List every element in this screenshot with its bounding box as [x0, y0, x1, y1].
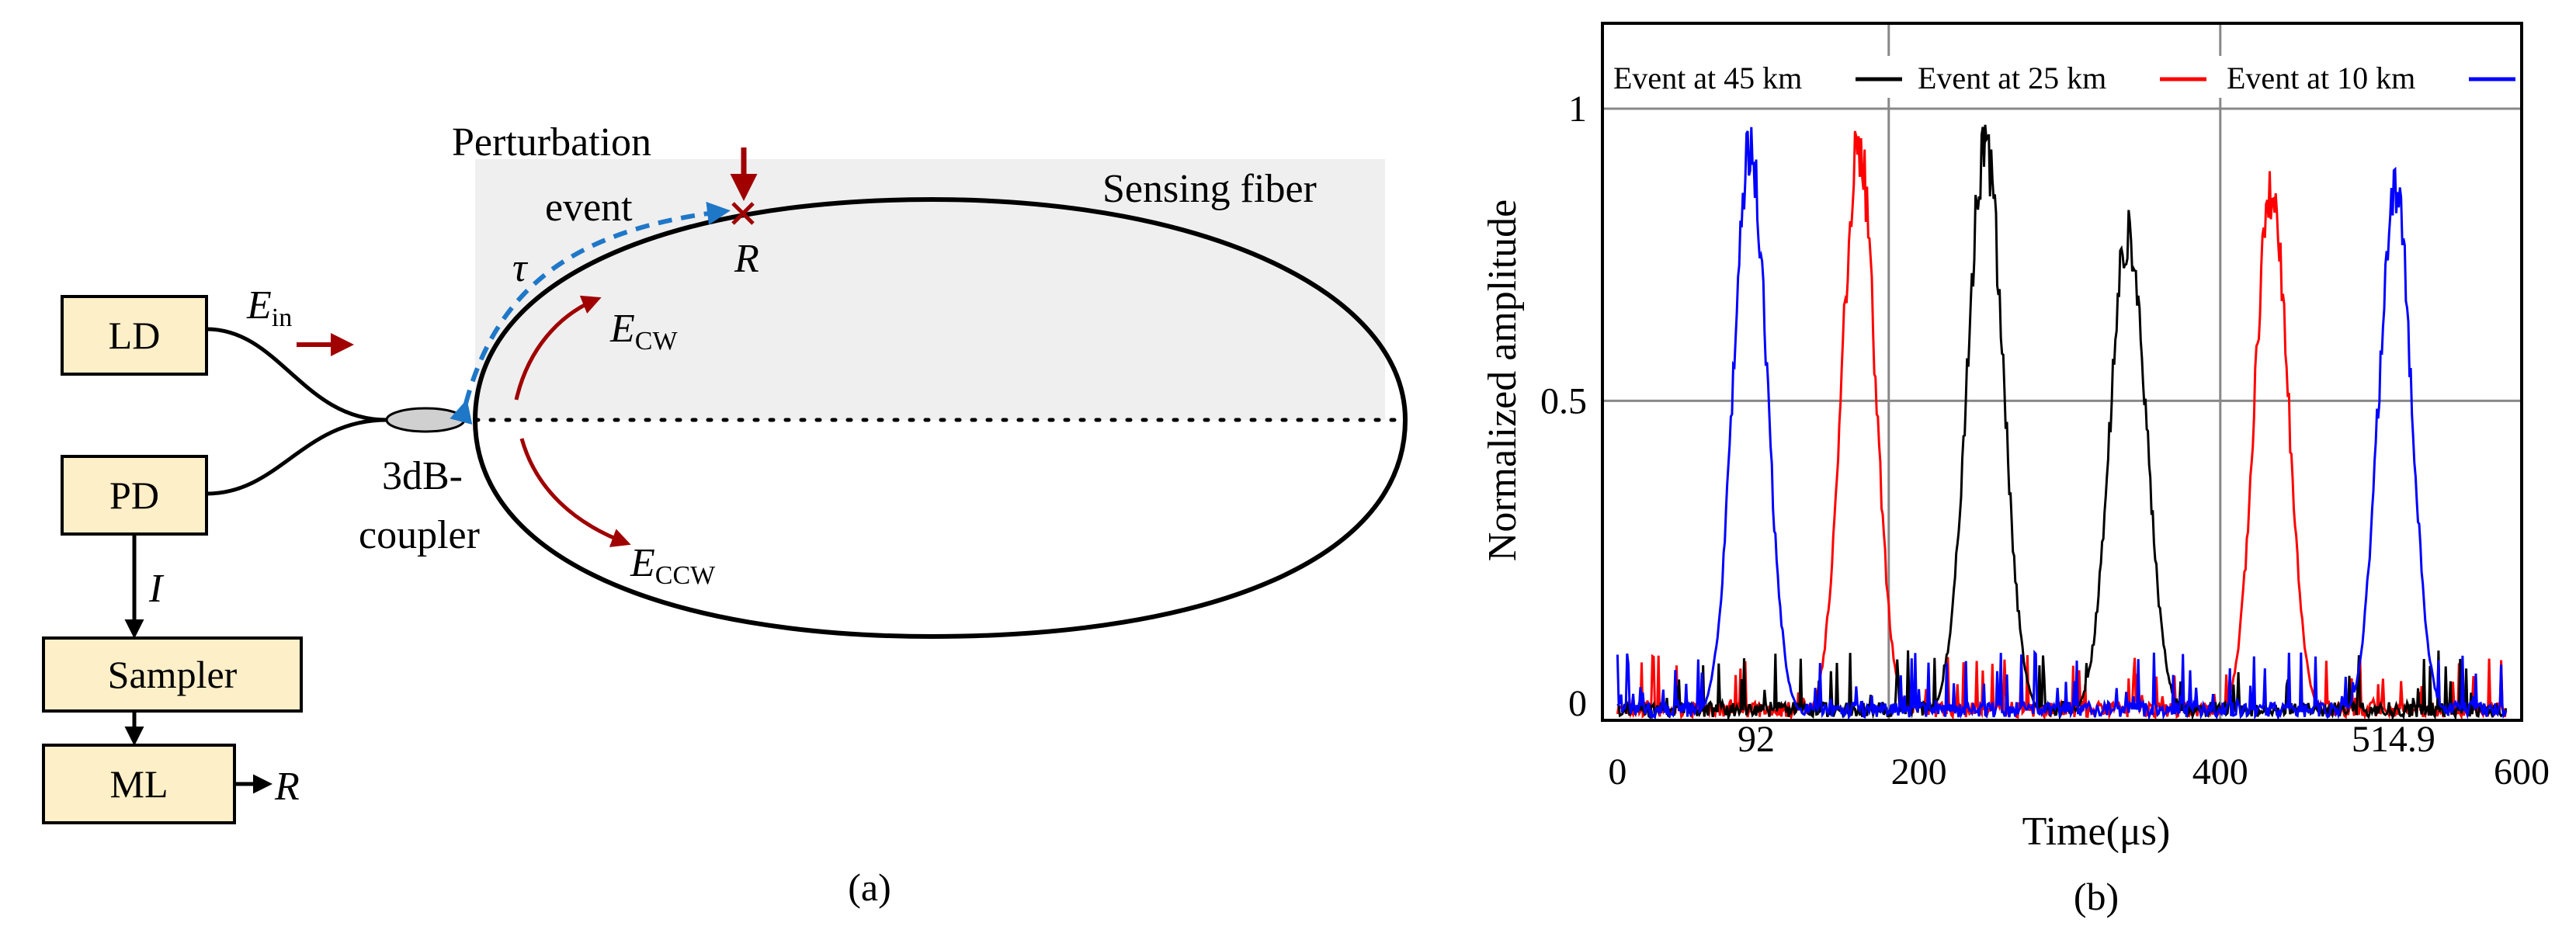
ccw-arrow	[519, 438, 631, 547]
event-r-label: R	[734, 237, 759, 281]
sensing-fiber-label: Sensing fiber	[1102, 167, 1317, 211]
pd-box: PD	[61, 455, 208, 536]
ld-box: LD	[61, 295, 208, 376]
x-axis-label: Time(μs)	[2022, 810, 2171, 854]
coupler-label-line2: coupler	[359, 513, 480, 557]
y-tick-label: 0	[1568, 683, 1587, 724]
series-line-0	[1616, 124, 2508, 722]
x-tick-label: 600	[2494, 751, 2550, 793]
tau-arrow	[450, 201, 731, 425]
tau-label: τ	[512, 246, 529, 290]
caption-b: (b)	[2074, 875, 2119, 918]
panel-b-chart: 0 200 400 600 0 0.5 1 Event at 45 km Event at 2…	[1481, 22, 2550, 918]
ld-label: LD	[109, 314, 161, 357]
y-tick-label: 0.5	[1540, 380, 1587, 421]
plot-frame	[1601, 22, 2523, 722]
y-axis-label: Normalized amplitude	[1481, 199, 1525, 561]
annotation-514-9: 514.9	[2352, 719, 2435, 760]
legend-label: Event at 25 km	[1918, 61, 2106, 95]
caption-a: (a)	[848, 865, 891, 909]
x-tick-label: 200	[1891, 751, 1947, 793]
x-tick-label: 400	[2192, 751, 2248, 793]
ml-box: ML	[42, 744, 236, 824]
legend-box	[1613, 56, 2515, 98]
sampler-box: Sampler	[42, 636, 303, 713]
coupler-3db	[385, 407, 466, 433]
x-tick-label: 0	[1608, 751, 1626, 793]
series-line-2	[1616, 127, 2508, 722]
pd-label: PD	[109, 473, 159, 517]
ml-label: ML	[110, 762, 168, 806]
chart-series-layer	[1616, 124, 2508, 722]
series-line-1	[1616, 130, 2508, 721]
chart-legend: Event at 45 km Event at 25 km Event at 10 …	[1613, 56, 2515, 98]
coupler-label-line1: 3dB-	[382, 454, 463, 498]
current-label: I	[148, 567, 165, 611]
e-ccw-label: ECCW	[630, 541, 716, 590]
perturbation-label-line1: Perturbation	[452, 120, 651, 165]
sampler-label: Sampler	[108, 653, 238, 696]
e-in-label: Ein	[246, 283, 292, 332]
chart-ticks: 0 200 400 600 0 0.5 1	[1540, 88, 2550, 793]
fiber-ld	[206, 327, 387, 422]
event-cross-marker	[731, 202, 755, 225]
annotation-92: 92	[1738, 719, 1775, 760]
legend-label: Event at 45 km	[1613, 61, 1802, 95]
panel-a: LD PD Sampler ML I R Ein 3dB- coupler EC…	[42, 120, 1408, 909]
perturbation-label-line2: event	[545, 186, 633, 230]
fiber-pd	[206, 418, 387, 496]
chart-grid	[1602, 23, 2522, 720]
legend-label: Event at 10 km	[2227, 61, 2415, 95]
y-tick-label: 1	[1568, 88, 1587, 130]
output-r-label: R	[274, 765, 300, 809]
